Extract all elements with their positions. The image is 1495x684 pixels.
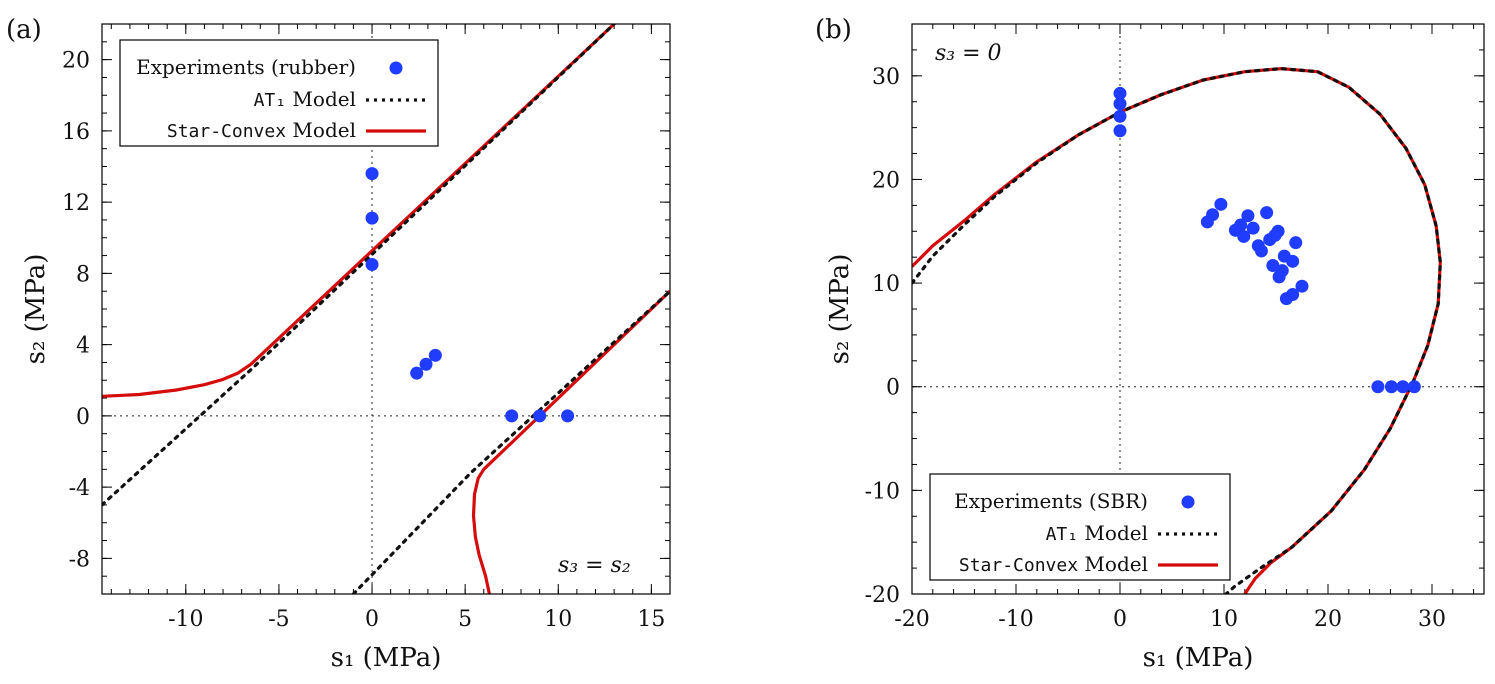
experiment-point [1371,380,1385,394]
legend-star-convex-name: Star-Convex [959,555,1078,576]
x-tick-label: -5 [268,607,289,632]
legend-star-convex-label: Star-Convex Model [959,552,1148,576]
x-tick-label: 0 [365,607,379,632]
experiment-point [561,409,575,423]
y-tick-label: 20 [62,49,90,74]
y-tick-label: 12 [62,191,90,216]
experiment-point [1113,124,1127,138]
y-tick-label: 4 [76,334,90,359]
experiment-point [1260,206,1274,220]
x-tick-label: 15 [637,607,665,632]
experiment-point [419,357,433,371]
experiment-point [1113,109,1127,123]
experiment-point [1407,380,1421,394]
legend-at1-name: AT₁ [1046,524,1079,545]
experiment-point [1271,224,1285,238]
star-convex-curve [471,290,670,594]
plot-frame [101,23,671,595]
legend-at1-label: AT₁ Model [254,87,356,111]
experiment-point [365,167,379,181]
y-tick-label: 8 [76,262,90,287]
at1-curve [351,289,670,594]
experiment-point [1286,287,1300,301]
experiment-point [365,211,379,225]
x-axis-label: s₁ (MPa) [1143,643,1254,673]
legend-box [929,473,1231,581]
legend-experiments-marker [1181,495,1195,509]
experiment-point [365,257,379,271]
experiment-point [1113,86,1127,100]
experiment-point [1241,209,1255,223]
at1-curve [102,24,616,507]
experiment-point [1384,380,1398,394]
chart-panel-b: -20 -10 0 10 20 30 -20 -10 0 10 20 30 s₁ (MPa) s₂ (MP… [815,15,1485,673]
at1-curve [912,66,1442,594]
y-tick-label: 0 [886,376,900,401]
legend-star-convex-label: Star-Convex Model [167,118,356,142]
experiment-point [1206,208,1220,222]
experiment-point [428,348,442,362]
experiment-point [533,409,547,423]
y-axis-label: s₂ (MPa) [825,254,855,365]
legend-at1-model-word: Model [1078,521,1148,545]
curves [912,66,1442,594]
legend-at1-name: AT₁ [254,90,287,111]
y-tick-label: 20 [872,168,900,193]
x-tick-label: -10 [168,607,203,632]
x-axis-label: s₁ (MPa) [331,643,442,673]
x-tick-label: 10 [1210,607,1238,632]
experiment-point [1214,197,1228,211]
x-tick-label: -20 [894,607,929,632]
experiment-point [505,409,519,423]
legend-experiments-label: Experiments (SBR) [954,489,1148,513]
legend-at1-label: AT₁ Model [1046,521,1148,545]
experiment-point [1275,264,1289,278]
experiment-point [410,366,424,380]
legend-star-convex-model-word: Model [286,118,356,142]
legend-experiments-marker [389,61,403,75]
experiment-point [1237,229,1251,243]
experiment-point [1234,218,1248,232]
curves [102,24,670,594]
legend: Experiments (rubber)AT₁ ModelStar-Convex… [119,39,439,147]
legend-star-convex-name: Star-Convex [167,121,286,142]
panel-label: (a) [6,15,42,45]
y-axis-label: s₂ (MPa) [21,254,51,365]
experiment-point [1295,279,1309,293]
x-tick-label: 20 [1314,607,1342,632]
chart-panel-a: -10 -5 0 5 10 15 -8 -4 0 4 8 12 16 20 s₁ (MPa) s₂ (MPa)… [6,15,671,673]
plot-frame [911,23,1485,595]
y-tick-label: -10 [865,479,900,504]
legend-experiments-label: Experiments (rubber) [136,55,356,79]
y-tick-label: -8 [69,547,90,572]
x-tick-label: 5 [458,607,472,632]
star-convex-curve [102,24,616,398]
x-tick-label: 30 [1418,607,1446,632]
y-tick-label: 16 [62,120,90,145]
y-tick-label: -4 [69,476,90,501]
experiment-point [1254,244,1268,258]
panel-label: (b) [815,15,852,45]
y-tick-label: 0 [76,405,90,430]
legend-star-convex-model-word: Model [1078,552,1148,576]
condition-label: s₃ = s₂ [558,553,631,578]
legend-box [119,39,439,147]
legend-at1-model-word: Model [286,87,356,111]
y-tick-label: 10 [872,272,900,297]
experiment-point [1113,97,1127,111]
x-tick-label: -10 [998,607,1033,632]
y-tick-label: -20 [865,583,900,608]
y-tick-label: 30 [872,65,900,90]
experiment-point [1246,221,1260,235]
x-tick-label: 10 [544,607,572,632]
experiment-point [1396,380,1410,394]
experiment-point [1286,254,1300,268]
x-tick-label: 0 [1113,607,1127,632]
condition-label: s₃ = 0 [935,41,1002,66]
experiment-point [1289,236,1303,250]
